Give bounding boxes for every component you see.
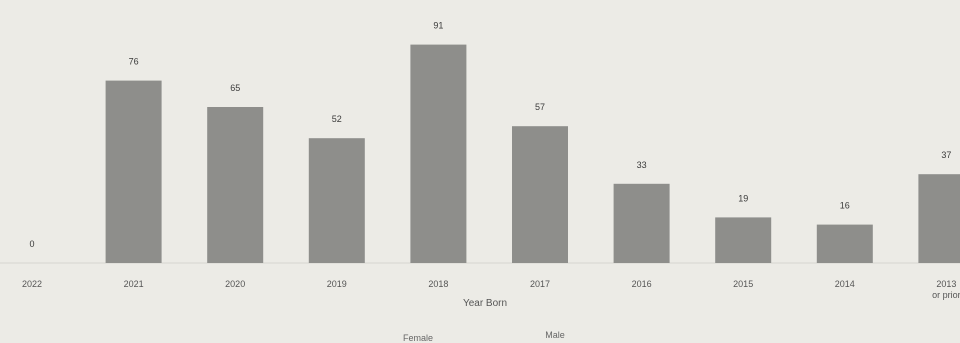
bar-2014	[816, 224, 873, 263]
value-label-2020: 65	[230, 83, 240, 93]
bar-2021	[105, 80, 162, 263]
bar-2019	[308, 138, 365, 263]
x-tick-label-2017: 2017	[530, 279, 550, 289]
x-tick-label-2015: 2015	[733, 279, 753, 289]
x-tick-label-2020: 2020	[225, 279, 245, 289]
x-tick-label-2021: 2021	[124, 279, 144, 289]
bars-group	[105, 44, 960, 263]
bar-2015	[715, 217, 772, 263]
bar-2016	[613, 183, 670, 263]
bar-2018	[410, 44, 467, 263]
value-label-2019: 52	[332, 114, 342, 124]
value-label-2014: 16	[840, 201, 850, 211]
value-label-2017: 57	[535, 102, 545, 112]
value-label-2016: 33	[637, 160, 647, 170]
legend-entry-female: Female	[403, 333, 433, 343]
x-tick-labels-group: 2022 2021 2020 2019 2018 2017 2016 2015 2014 2013…	[22, 279, 960, 300]
bar-2013	[918, 174, 960, 263]
value-label-2013: 37	[941, 150, 951, 160]
x-tick-label-2019: 2019	[327, 279, 347, 289]
value-label-2022: 0	[29, 239, 34, 249]
bar-2020	[207, 107, 264, 263]
value-labels-group: 0 76 65 52 91 57 33 19 16 37	[29, 21, 951, 249]
value-label-2018: 91	[433, 21, 443, 31]
x-tick-label-2018: 2018	[428, 279, 448, 289]
x-tick-label-2016: 2016	[632, 279, 652, 289]
value-label-2021: 76	[129, 57, 139, 67]
x-tick-label-2014: 2014	[835, 279, 855, 289]
legend-entry-male: Male	[545, 330, 565, 340]
legend: Female Male	[403, 330, 565, 343]
bar-2017	[512, 126, 568, 263]
value-label-2015: 19	[738, 193, 748, 203]
x-tick-label-2022: 2022	[22, 279, 42, 289]
x-tick-label-2013: 2013 or prior	[932, 279, 960, 300]
x-axis-title: Year Born	[463, 298, 507, 309]
